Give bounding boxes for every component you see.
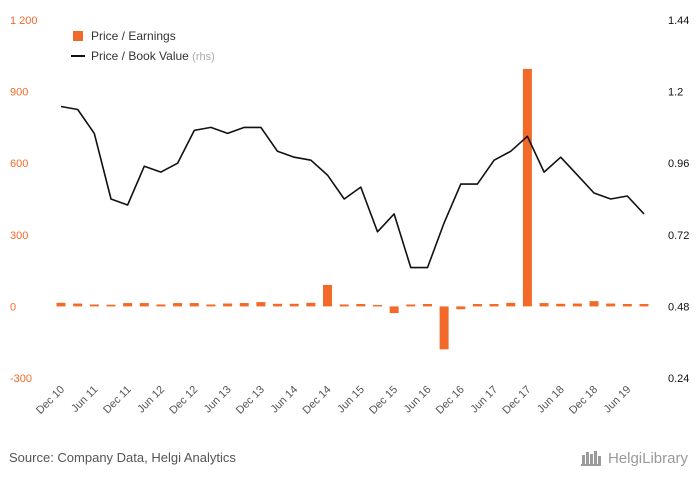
legend-label-pb: Price / Book Value (rhs) (91, 49, 215, 63)
library-icon (580, 451, 601, 466)
pb-line (60, 105, 645, 269)
pe-bar (123, 303, 133, 307)
pe-bar (289, 303, 299, 307)
pe-bar (339, 304, 349, 307)
left-tick-label: 600 (10, 158, 28, 170)
pe-bar (156, 304, 166, 307)
right-axis: 0.24 0.48 0.72 0.96 1.2 1.44 (668, 15, 689, 385)
x-tick-label: Dec 12 (167, 384, 200, 417)
pe-bar (472, 304, 482, 307)
pe-bar (189, 303, 199, 307)
legend-swatch-pe (73, 31, 83, 41)
pe-bar (439, 306, 449, 350)
x-axis: Dec 10 Jun 11 Dec 11 Jun 12 Dec 12 Jun 13 Dec … (34, 384, 633, 417)
left-axis: -300 0 300 600 900 1 200 (10, 15, 38, 385)
pe-bar (206, 304, 216, 307)
left-tick-label: 0 (10, 301, 16, 313)
pe-bar (89, 304, 99, 307)
pe-bar (223, 303, 233, 307)
pe-bar (622, 304, 632, 307)
helgi-library-logo: HelgiLibrary (580, 449, 688, 467)
pe-bar (256, 302, 266, 307)
pe-bar (556, 303, 566, 307)
pe-bar (306, 302, 316, 307)
x-tick-label: Dec 16 (434, 384, 467, 417)
x-tick-label: Jun 12 (135, 384, 167, 416)
left-tick-label: 300 (10, 230, 28, 242)
pe-bar (372, 304, 382, 307)
pe-bar (73, 303, 83, 307)
legend: Price / Earnings Price / Book Value (rhs… (71, 29, 215, 63)
x-tick-label: Dec 17 (500, 384, 533, 417)
x-tick-label: Jun 16 (402, 384, 434, 416)
x-tick-label: Dec 18 (567, 384, 600, 417)
x-tick-label: Dec 14 (301, 384, 334, 417)
right-tick-label: 0.24 (668, 373, 689, 385)
pe-bar (456, 306, 466, 310)
pe-bar (356, 304, 366, 307)
pe-bar (506, 302, 516, 307)
x-tick-label: Jun 19 (602, 384, 634, 416)
x-tick-label: Dec 10 (34, 384, 67, 417)
pe-bar (56, 302, 66, 307)
x-tick-label: Jun 17 (468, 384, 500, 416)
right-tick-label: 0.96 (668, 158, 689, 170)
pe-bar (522, 68, 532, 307)
pe-bar (239, 303, 249, 307)
right-tick-label: 1.44 (668, 15, 689, 27)
x-tick-label: Jun 14 (268, 384, 300, 416)
x-tick-label: Dec 13 (234, 384, 267, 417)
left-tick-label: -300 (10, 373, 32, 385)
pe-bar (539, 303, 549, 307)
pe-bar (406, 304, 416, 307)
x-tick-label: Dec 11 (101, 384, 134, 417)
pe-bar (639, 304, 649, 307)
pb-line-path (60, 105, 645, 269)
pe-bar (606, 303, 616, 307)
pe-bar (273, 303, 283, 307)
right-tick-label: 1.2 (668, 87, 683, 99)
legend-label-pe: Price / Earnings (91, 29, 176, 43)
pe-bar (489, 304, 499, 307)
x-tick-label: Dec 15 (367, 384, 400, 417)
right-tick-label: 0.48 (668, 301, 689, 313)
source-note: Source: Company Data, Helgi Analytics (9, 450, 236, 465)
pe-bar (589, 301, 599, 307)
pe-bar (106, 304, 116, 307)
logo-text: HelgiLibrary (607, 449, 688, 467)
legend-label-pb-suffix: (rhs) (192, 51, 215, 63)
pe-bar (422, 304, 432, 307)
pe-bar (173, 303, 183, 307)
pe-bar (323, 284, 333, 307)
pe-bar (139, 303, 149, 307)
left-tick-label: 900 (10, 87, 28, 99)
x-tick-label: Jun 11 (69, 384, 100, 415)
chart: -300 0 300 600 900 1 200 0.24 0.48 0.72 0.96 1.2 1… (10, 15, 689, 417)
pe-bar (572, 303, 582, 307)
left-tick-label: 1 200 (10, 15, 38, 27)
x-tick-label: Jun 13 (202, 384, 234, 416)
pe-bars (56, 68, 649, 350)
pe-bar (389, 306, 399, 314)
right-tick-label: 0.72 (668, 230, 689, 242)
x-tick-label: Jun 15 (335, 384, 367, 416)
x-tick-label: Jun 18 (535, 384, 567, 416)
